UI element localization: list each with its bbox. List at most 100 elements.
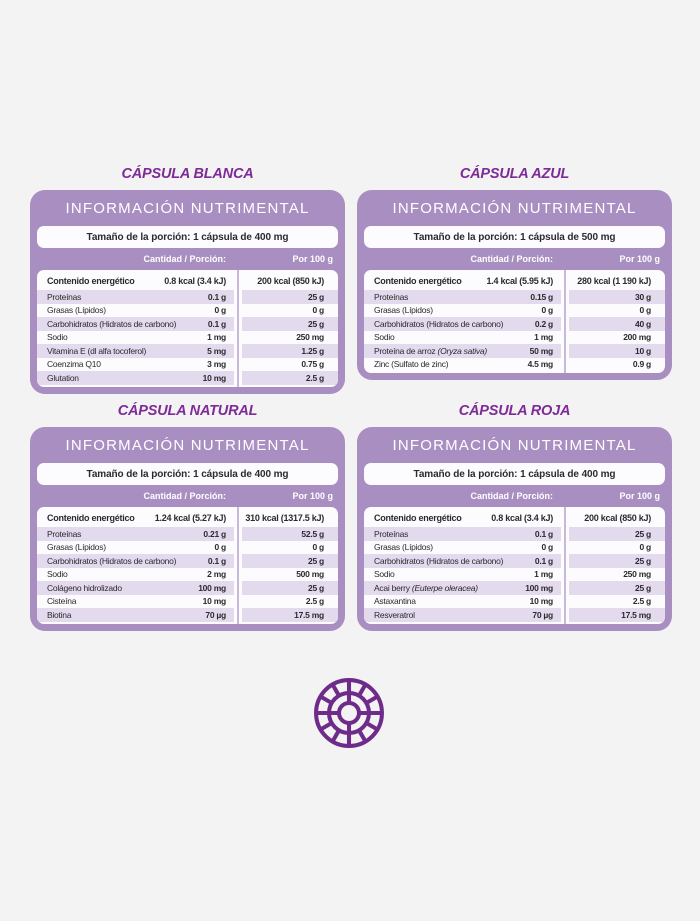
value-per-portion: 1 mg <box>534 569 553 580</box>
capsule-table-natural: CÁPSULA NATURAL INFORMACIÓN NUTRIMENTAL … <box>30 403 345 631</box>
nutrient-row: Zinc (Sulfato de zinc) 4.5 mg 0.9 g <box>364 358 665 372</box>
value-per-100g: 30 g <box>634 291 651 302</box>
nutrient-label: Proteínas <box>47 528 82 539</box>
nutrient-row: Carbohidratos (Hidratos de carbono) 0.1 g… <box>37 554 338 568</box>
nutrient-row: Sodio 1 mg 250 mg <box>37 331 338 345</box>
value-per-portion: 0.21 g <box>203 528 226 539</box>
col-header-per100g: Por 100 g <box>292 254 333 264</box>
nutrient-row: Proteínas 0.1 g 25 g <box>37 290 338 304</box>
nutrient-row: Sodio 1 mg 250 mg <box>364 568 665 582</box>
serving-size: Tamaño de la porción: 1 cápsula de 400 m… <box>37 226 338 248</box>
nutrient-label: Coenzima Q10 <box>47 359 101 370</box>
nutrient-row: Carbohidratos (Hidratos de carbono) 0.1 g… <box>37 317 338 331</box>
nutrient-label: Proteínas <box>47 291 82 302</box>
value-per-portion: 70 µg <box>205 609 226 620</box>
nutrient-label: Carbohidratos (Hidratos de carbono) <box>47 318 177 329</box>
nutrition-header: INFORMACIÓN NUTRIMENTAL <box>65 199 310 217</box>
nutrient-row: Contenido energético 0.8 kcal (3.4 kJ) 200… <box>364 509 665 527</box>
col-header-portion: Cantidad / Porción: <box>470 254 553 264</box>
value-per-100g: 0.75 g <box>301 359 324 370</box>
nutrient-row: Grasas (Lípidos) 0 g 0 g <box>364 304 665 318</box>
value-per-portion: 0 g <box>214 305 226 316</box>
column-headers: Cantidad / Porción: Por 100 g <box>30 485 345 507</box>
nutrient-row: Resveratrol 70 µg 17.5 mg <box>364 608 665 622</box>
nutrition-panel: INFORMACIÓN NUTRIMENTAL Tamaño de la por… <box>357 190 672 380</box>
value-per-portion: 2 mg <box>207 569 226 580</box>
value-per-portion: 0.8 kcal (3.4 kJ) <box>164 276 226 286</box>
nutrient-row: Carbohidratos (Hidratos de carbono) 0.1 g… <box>364 554 665 568</box>
nutrient-label: Carbohidratos (Hidratos de carbono) <box>374 555 504 566</box>
value-per-100g: 25 g <box>634 582 651 593</box>
nutrient-label: Zinc (Sulfato de zinc) <box>374 359 449 370</box>
nutrient-label: Contenido energético <box>374 276 462 286</box>
nutrient-label: Contenido energético <box>374 513 462 523</box>
value-per-100g: 25 g <box>307 555 324 566</box>
value-per-100g: 17.5 mg <box>294 609 324 620</box>
value-per-portion: 100 mg <box>198 582 226 593</box>
nutrient-row: Proteína de arroz (Oryza sativa) 50 mg 10 … <box>364 344 665 358</box>
nutrient-rows: Contenido energético 1.24 kcal (5.27 kJ) 3… <box>37 507 338 624</box>
value-per-portion: 0.1 g <box>207 291 226 302</box>
nutrient-row: Vitamina E (dl alfa tocoferol) 5 mg 1.25 g <box>37 344 338 358</box>
column-divider <box>234 507 242 624</box>
column-divider <box>561 507 569 624</box>
col-header-portion: Cantidad / Porción: <box>470 491 553 501</box>
value-per-100g: 10 g <box>634 345 651 356</box>
value-per-100g: 25 g <box>307 582 324 593</box>
nutrient-row: Cisteína 10 mg 2.5 g <box>37 595 338 609</box>
nutrient-row: Contenido energético 1.24 kcal (5.27 kJ) 3… <box>37 509 338 527</box>
nutrient-label: Sodio <box>47 332 68 343</box>
value-per-100g: 0.9 g <box>632 359 651 370</box>
value-per-100g: 0 g <box>639 542 651 553</box>
value-per-portion: 0 g <box>214 542 226 553</box>
value-per-portion: 10 mg <box>529 596 554 607</box>
nutrient-row: Carbohidratos (Hidratos de carbono) 0.2 g… <box>364 317 665 331</box>
col-header-portion: Cantidad / Porción: <box>143 491 226 501</box>
value-per-100g: 25 g <box>307 318 324 329</box>
value-per-100g: 1.25 g <box>301 345 324 356</box>
col-header-per100g: Por 100 g <box>619 491 660 501</box>
value-per-portion: 0.8 kcal (3.4 kJ) <box>491 513 553 523</box>
value-per-portion: 1 mg <box>207 332 226 343</box>
nutrient-row: Proteínas 0.1 g 25 g <box>364 527 665 541</box>
nutrient-label: Contenido energético <box>47 513 135 523</box>
nutrient-rows: Contenido energético 0.8 kcal (3.4 kJ) 200… <box>37 270 338 387</box>
nutrient-row: Grasas (Lípidos) 0 g 0 g <box>364 541 665 555</box>
nutrient-label: Carbohidratos (Hidratos de carbono) <box>374 318 504 329</box>
nutrient-label: Biotina <box>47 609 72 620</box>
value-per-100g: 25 g <box>307 291 324 302</box>
nutrient-label: Proteínas <box>374 291 409 302</box>
nutrient-label: Glutation <box>47 372 79 383</box>
nutrition-header: INFORMACIÓN NUTRIMENTAL <box>65 436 310 454</box>
value-per-portion: 0.1 g <box>207 555 226 566</box>
nutrient-row: Acai berry (Euterpe oleracea) 100 mg 25 g <box>364 581 665 595</box>
column-headers: Cantidad / Porción: Por 100 g <box>357 248 672 270</box>
value-per-100g: 25 g <box>634 555 651 566</box>
capsule-title: CÁPSULA BLANCA <box>121 166 254 182</box>
value-per-100g: 40 g <box>634 318 651 329</box>
value-per-portion: 10 mg <box>202 372 227 383</box>
nutrient-label: Grasas (Lípidos) <box>47 542 106 553</box>
value-per-portion: 0.2 g <box>534 318 553 329</box>
value-per-portion: 1 mg <box>534 332 553 343</box>
capsule-table-blanca: CÁPSULA BLANCA INFORMACIÓN NUTRIMENTAL T… <box>30 166 345 394</box>
nutrient-label: Grasas (Lípidos) <box>374 542 433 553</box>
value-per-portion: 0.15 g <box>530 291 553 302</box>
value-per-100g: 200 kcal (850 kJ) <box>257 276 324 286</box>
value-per-portion: 0 g <box>541 305 553 316</box>
nutrient-label: Sodio <box>374 332 395 343</box>
value-per-portion: 70 µg <box>532 609 553 620</box>
nutrient-label: Acai berry (Euterpe oleracea) <box>374 582 478 593</box>
value-per-portion: 3 mg <box>207 359 226 370</box>
value-per-portion: 0.1 g <box>534 555 553 566</box>
nutrient-label: Sodio <box>374 569 395 580</box>
value-per-100g: 200 kcal (850 kJ) <box>584 513 651 523</box>
value-per-portion: 50 mg <box>529 345 554 356</box>
value-per-portion: 5 mg <box>207 345 226 356</box>
value-per-100g: 2.5 g <box>305 372 324 383</box>
nutrient-row: Grasas (Lípidos) 0 g 0 g <box>37 304 338 318</box>
nutrition-panel: INFORMACIÓN NUTRIMENTAL Tamaño de la por… <box>30 427 345 631</box>
brand-logo <box>312 676 386 750</box>
nutrient-row: Colágeno hidrolizado 100 mg 25 g <box>37 581 338 595</box>
